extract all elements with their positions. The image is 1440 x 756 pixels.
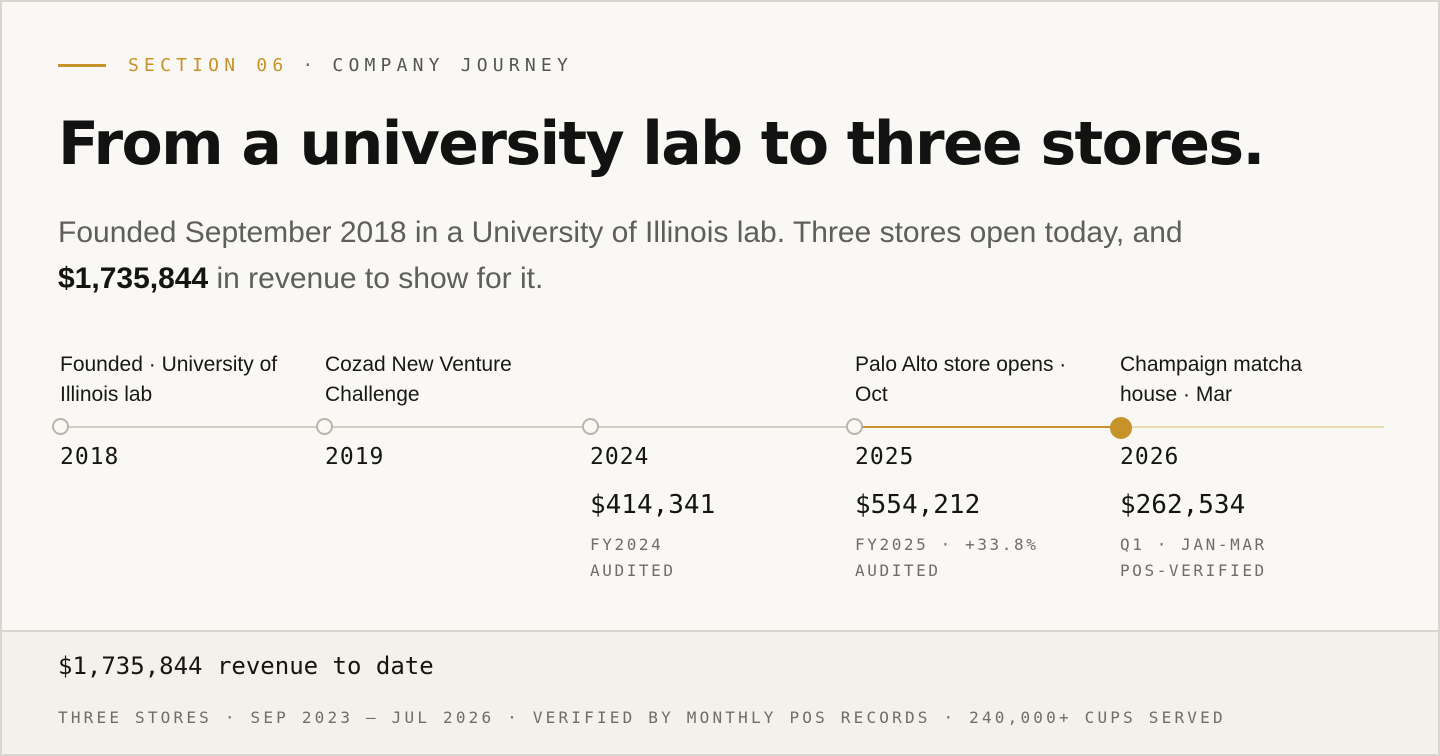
milestone-2026-note: Q1 · JAN-MAR POS-VERIFIED [1120,532,1267,584]
milestone-2018-year: 2018 [60,444,120,470]
milestone-2025-note-line2: AUDITED [855,561,941,580]
summary-footer: $1,735,844 revenue to date THREE STORES … [2,630,1438,754]
milestone-2026-revenue: $262,534 [1120,490,1246,520]
milestone-2025-note: FY2025 · +33.8% AUDITED [855,532,1039,584]
milestone-2024-note: FY2024 AUDITED [590,532,676,584]
section-label: COMPANY JOURNEY [332,54,573,76]
milestone-2025-event: Palo Alto store opens · Oct [855,353,1067,406]
timeline-track-highlight [854,426,1120,428]
milestone-2026-year: 2026 [1120,444,1180,470]
section-number: SECTION 06 [128,54,289,76]
lede-revenue-highlight: $1,735,844 [58,262,209,295]
milestone-2025-revenue: $554,212 [855,490,981,520]
milestone-2018-event: Founded · University of Illinois lab [60,353,278,406]
milestone-2018-marker [52,418,69,435]
milestone-2024-year: 2024 [590,444,650,470]
milestone-2025-note-line1: FY2025 · +33.8% [855,535,1039,554]
milestone-2025-marker [846,418,863,435]
milestone-2019-year: 2019 [325,444,385,470]
milestone-2025-year: 2025 [855,444,915,470]
footer-meta: THREE STORES · SEP 2023 – JUL 2026 · VER… [58,708,1226,727]
milestone-2026-marker-current [1110,417,1132,439]
section-eyebrow: SECTION 06 · COMPANY JOURNEY [58,52,573,78]
milestone-2024-note-line1: FY2024 [590,535,664,554]
lede-text: Founded September 2018 in a University o… [58,216,1183,249]
milestone-2026-note-line1: Q1 · JAN-MAR [1120,535,1267,554]
timeline-track-past [60,426,854,428]
milestone-2024-note-line2: AUDITED [590,561,676,580]
eyebrow-separator: · [302,54,319,76]
milestone-2019-event: Cozad New Venture Challenge [325,353,512,406]
accent-rule [58,63,106,67]
page-title: From a university lab to three stores. [58,109,1265,179]
milestone-2019-marker [316,418,333,435]
milestone-2026-event: Champaign matcha house · Mar [1120,353,1303,406]
timeline-track-future [1120,426,1384,428]
lede-paragraph: Founded September 2018 in a University o… [58,210,1318,302]
milestone-2024-revenue: $414,341 [590,490,716,520]
revenue-to-date: $1,735,844 revenue to date [58,652,434,680]
milestone-2026-note-line2: POS-VERIFIED [1120,561,1267,580]
milestone-2024-marker [582,418,599,435]
lede-text-end: in revenue to show for it. [216,262,544,295]
